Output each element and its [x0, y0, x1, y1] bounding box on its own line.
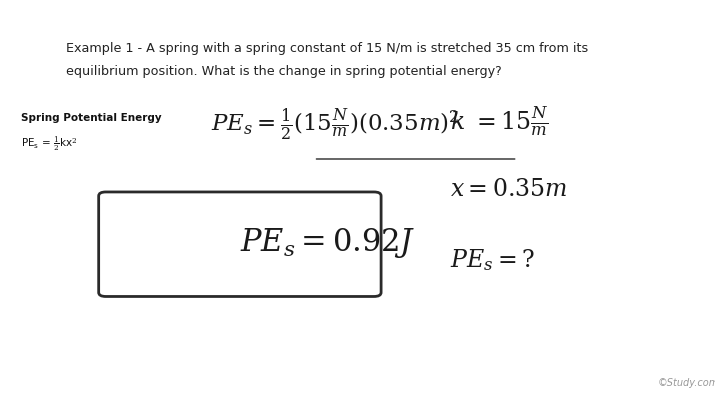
Text: ©Study.com: ©Study.com [658, 377, 715, 387]
FancyBboxPatch shape [99, 192, 381, 297]
Text: $\mathit{k}$ $= 15\frac{N}{m}$: $\mathit{k}$ $= 15\frac{N}{m}$ [450, 104, 549, 137]
Text: $\mathit{PE_s}$$= ?$: $\mathit{PE_s}$$= ?$ [450, 247, 536, 272]
Text: PE$_\mathregular{s}$ = $\frac{1}{2}$kx$^2$: PE$_\mathregular{s}$ = $\frac{1}{2}$kx$^… [21, 134, 78, 154]
Text: equilibrium position. What is the change in spring potential energy?: equilibrium position. What is the change… [66, 65, 501, 78]
Text: $\mathit{PE_s}$$= 0.92J$: $\mathit{PE_s}$$= 0.92J$ [240, 226, 415, 259]
Text: $\mathit{PE_s}$$=\frac{1}{2}(15\frac{N}{m})(0.35m)^2$: $\mathit{PE_s}$$=\frac{1}{2}(15\frac{N}{… [211, 106, 459, 143]
Text: Example 1 - A spring with a spring constant of 15 N/m is stretched 35 cm from it: Example 1 - A spring with a spring const… [66, 42, 588, 55]
Text: $\mathit{x}$$= 0.35m$: $\mathit{x}$$= 0.35m$ [450, 176, 568, 200]
Text: Spring Potential Energy: Spring Potential Energy [21, 112, 162, 122]
